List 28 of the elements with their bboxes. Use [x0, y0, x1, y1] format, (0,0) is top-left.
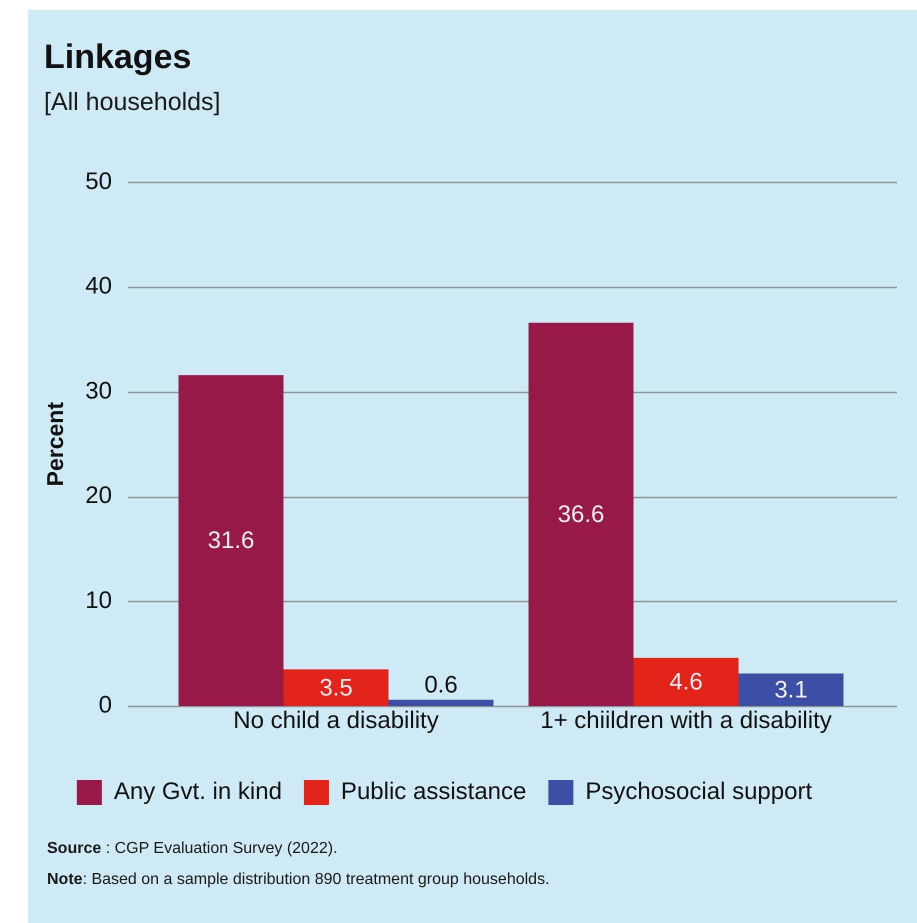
y-tick-label: 40: [85, 272, 112, 300]
bar: [528, 322, 634, 706]
y-tick-label: 10: [85, 586, 112, 614]
chart-title: Linkages: [44, 37, 192, 77]
y-axis-title: Percent: [42, 402, 68, 486]
legend-label: Public assistance: [340, 778, 526, 806]
data-label: 31.6: [208, 527, 254, 554]
data-label: 36.6: [558, 500, 604, 528]
x-tick-label: 1+ chiildren with a disability: [540, 707, 832, 734]
bar: [178, 375, 284, 706]
data-label: 3.1: [774, 676, 808, 704]
data-label: 0.6: [424, 671, 458, 698]
chart-subtitle: [All households]: [44, 87, 221, 117]
bar: [284, 669, 388, 706]
bar: [738, 674, 844, 706]
bar: [634, 658, 738, 706]
y-tick-label: 50: [85, 168, 112, 196]
x-tick-label: No child a disability: [233, 707, 439, 734]
y-tick-label: 30: [85, 377, 112, 404]
source-note: Source : CGP Evaluation Survey (2022).: [47, 839, 338, 859]
bar: [388, 700, 494, 706]
y-tick-label: 20: [85, 482, 112, 510]
y-tick-label: 0: [98, 692, 112, 719]
data-label: 3.5: [319, 674, 353, 702]
data-label: 4.6: [669, 668, 703, 696]
text: Note: Based on a sample distribution 890 treatment group households.: [47, 870, 550, 890]
legend-label: Psychosocial support: [585, 778, 812, 806]
legend-label: Any Gvt. in kind: [114, 778, 282, 806]
